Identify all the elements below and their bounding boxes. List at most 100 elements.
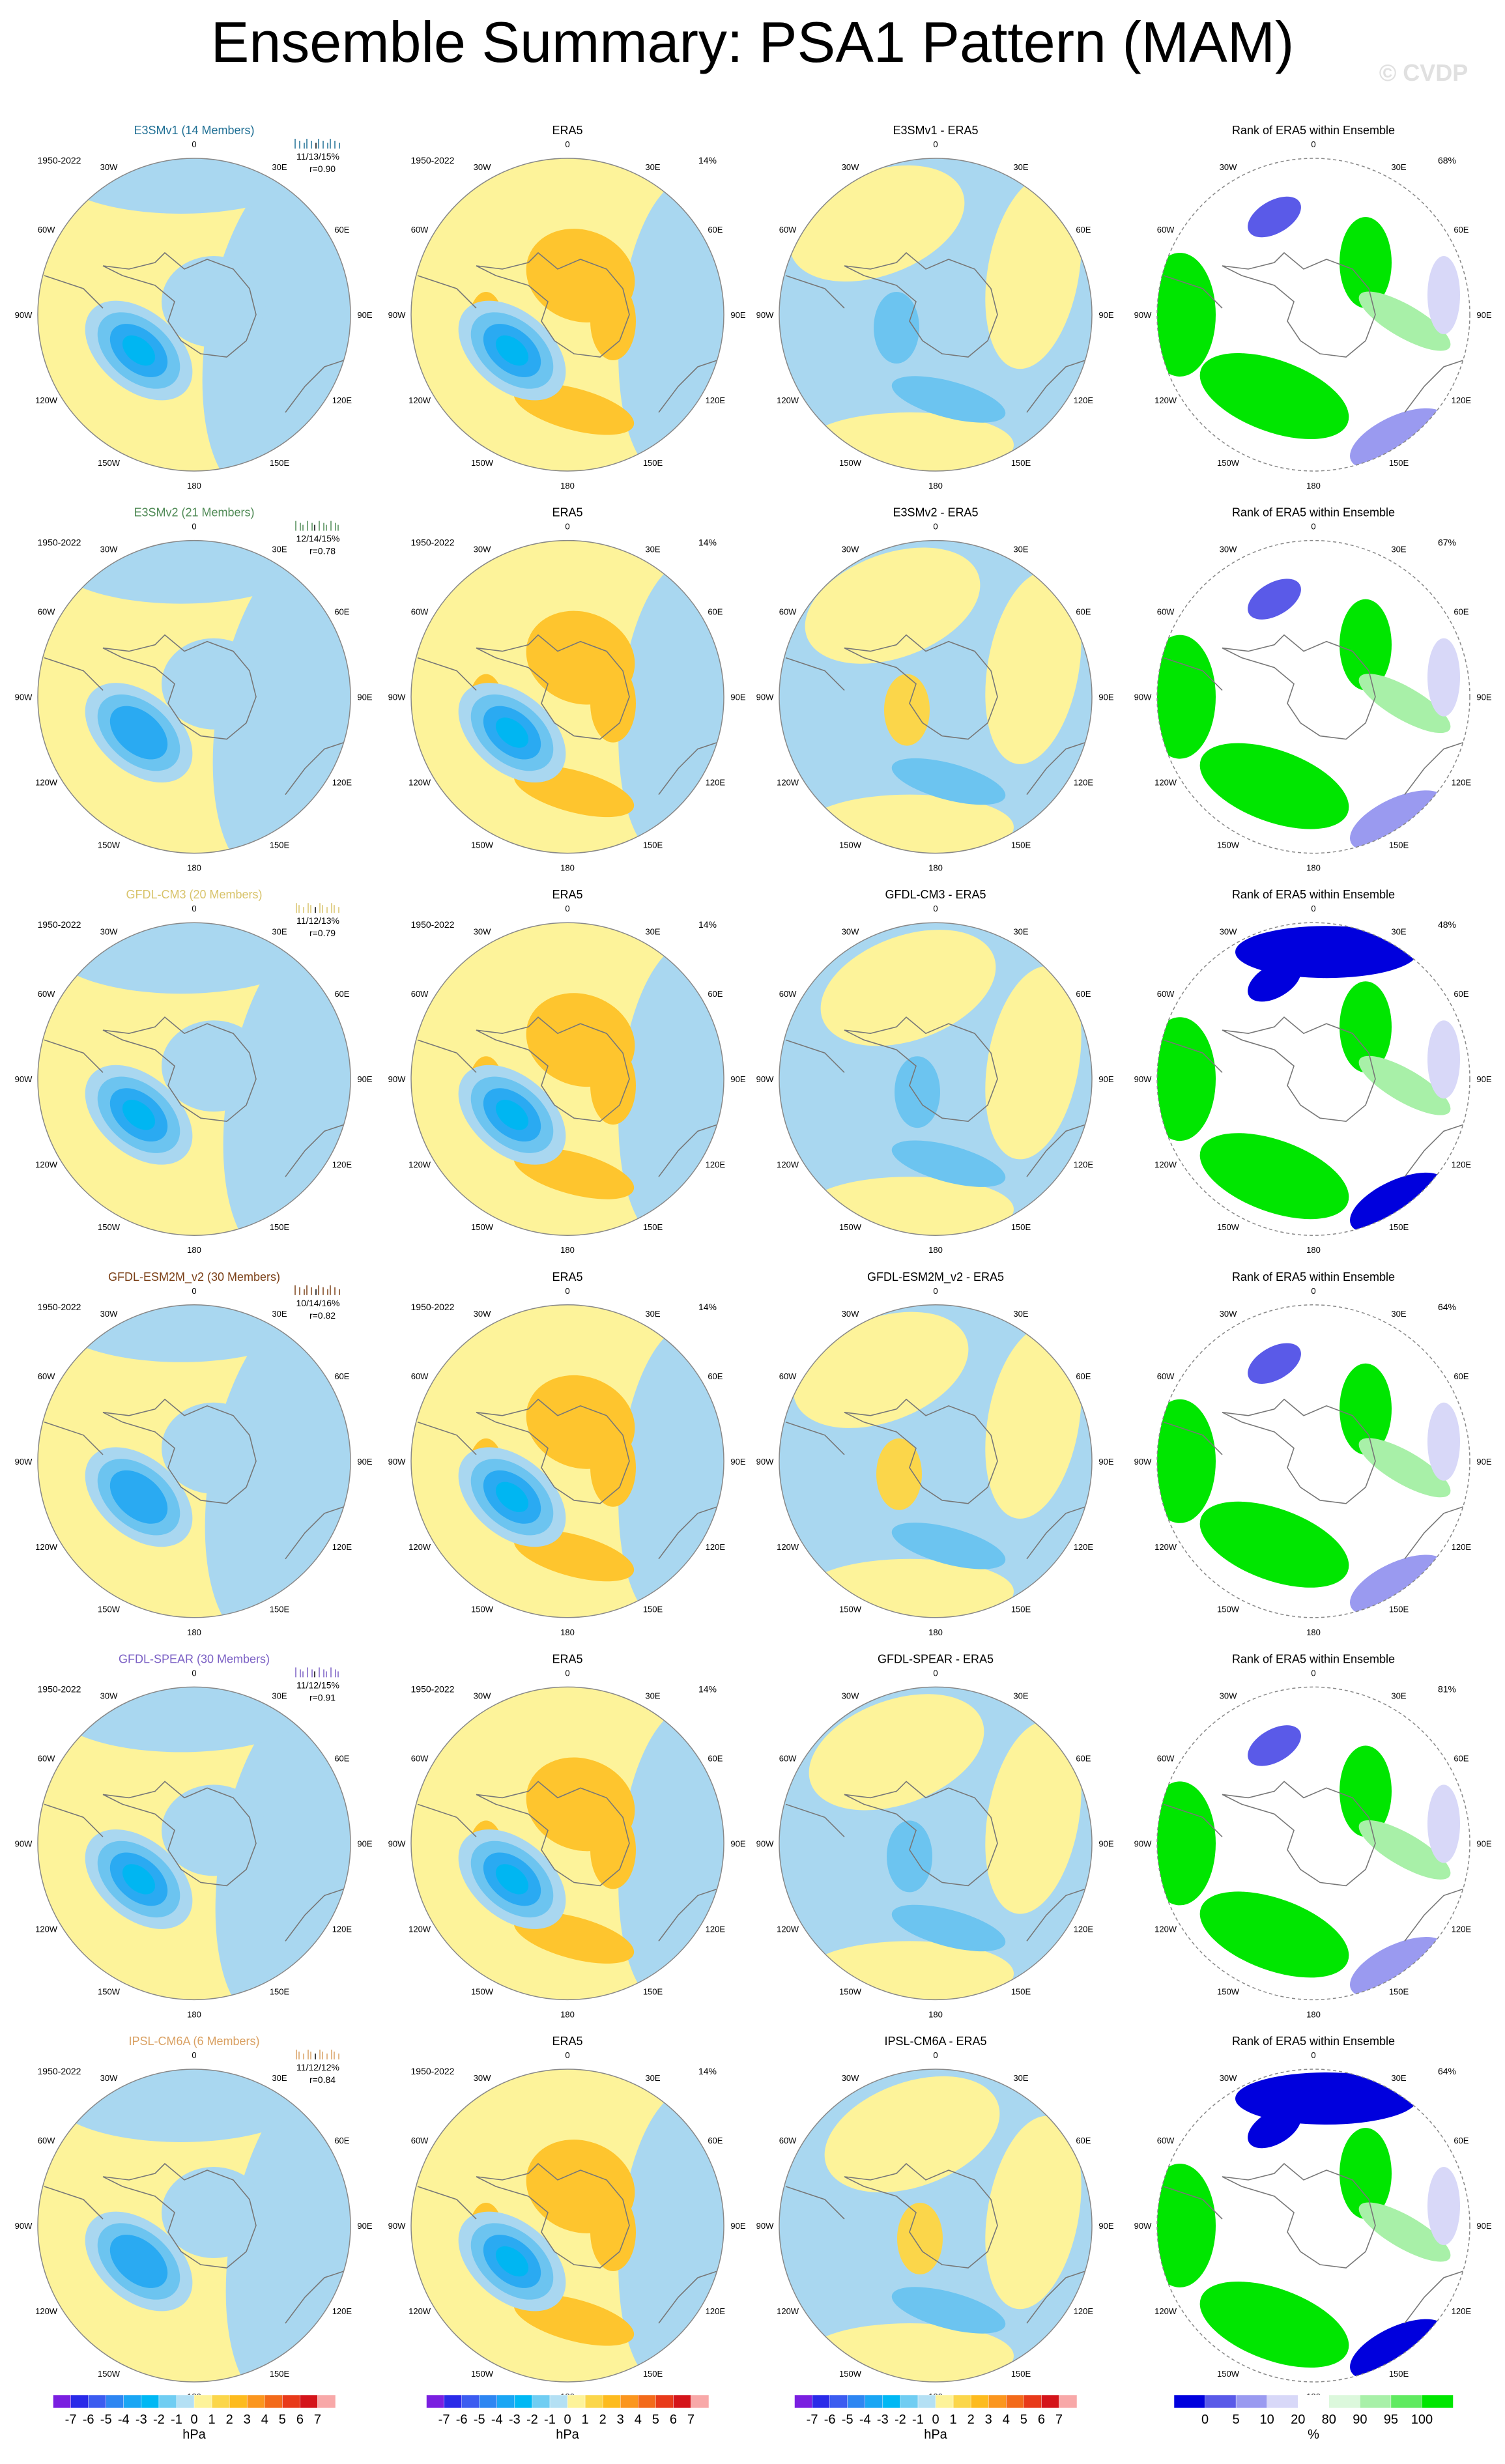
colorbar-tick-label: 4 (635, 2413, 642, 2427)
longitude-label: 180 (560, 2009, 575, 2019)
rank-pct: 48% (1438, 919, 1456, 930)
map-border (1156, 158, 1470, 472)
colorbar-swatch (549, 2394, 568, 2409)
longitude-label: 180 (1306, 481, 1321, 491)
longitude-label: 120W (1154, 1924, 1177, 1934)
map-border (410, 2069, 724, 2383)
map-region (1358, 1438, 1451, 1498)
longitude-label: 150E (1011, 458, 1031, 468)
longitude-label: 90E (357, 1074, 372, 1084)
map-region (985, 175, 1082, 369)
map-region (495, 1482, 529, 1512)
colorbar-swatch (194, 2394, 212, 2409)
colorbar-swatch (917, 2394, 936, 2409)
longitude-label: 150E (1011, 1222, 1031, 1232)
colorbar-swatch (794, 2394, 813, 2409)
longitude-label: 120W (1154, 778, 1177, 788)
colorbar-unit: hPa (924, 2428, 947, 2442)
panel-title: GFDL-SPEAR - ERA5 (878, 1652, 994, 1665)
longitude-label: 30E (645, 926, 660, 936)
colorbar-tick-label: 100 (1411, 2413, 1433, 2427)
map-region (985, 966, 1082, 1160)
longitude-label: 90W (15, 310, 33, 320)
map-border (1156, 1686, 1470, 2001)
longitude-label: 180 (187, 2009, 201, 2019)
longitude-label: 120E (706, 1924, 726, 1934)
map-panel (38, 158, 351, 471)
colorbar-tick-label: 5 (1020, 2413, 1027, 2427)
longitude-label: 90E (357, 2221, 372, 2231)
colorbar-tick-label: -2 (895, 2413, 906, 2427)
colorbar-tick-label: 6 (296, 2413, 304, 2427)
longitude-label: 180 (1306, 1245, 1321, 1255)
longitude-label: 60W (779, 1371, 797, 1381)
map-region (1235, 2072, 1418, 2125)
map-region (897, 2203, 943, 2274)
colorbar-swatch (970, 2394, 989, 2409)
coastline (1222, 634, 1376, 740)
map-region (1350, 408, 1446, 469)
longitude-label: 60W (779, 989, 797, 999)
longitude-label: 0 (565, 522, 569, 532)
longitude-label: 60W (411, 1371, 429, 1381)
colorbar-unit: hPa (556, 2428, 579, 2442)
map-border (37, 922, 351, 1236)
longitude-label: 180 (187, 863, 201, 873)
longitude-label: 150W (98, 1605, 121, 1614)
longitude-label: 60E (708, 1371, 723, 1381)
longitude-label: 150W (1217, 840, 1240, 850)
longitude-label: 90W (1134, 1457, 1152, 1467)
longitude-label: 120W (35, 1924, 58, 1934)
coastline (1163, 2186, 1464, 2324)
longitude-label: 150W (839, 840, 862, 850)
map-panel (1157, 1304, 1470, 1618)
pattern-stats: 12/14/15% (296, 534, 340, 544)
longitude-label: 60W (1157, 607, 1175, 617)
longitude-label: 60W (38, 607, 55, 617)
longitude-label: 30W (842, 2073, 859, 2083)
map-region (1157, 1399, 1216, 1523)
pattern-stats: 11/13/15% (296, 151, 339, 162)
longitude-label: 90W (756, 693, 774, 702)
map-border (779, 922, 1093, 1236)
panel-title: ERA5 (552, 124, 582, 137)
map-panel (1157, 923, 1470, 1236)
colorbar-swatch (53, 2394, 72, 2409)
coastline (44, 657, 345, 795)
longitude-label: 30E (1013, 1691, 1028, 1701)
map-region (884, 674, 930, 746)
map-region (793, 1311, 969, 1428)
longitude-label: 60W (411, 989, 429, 999)
longitude-label: 0 (933, 1668, 938, 1678)
longitude-label: 30W (1220, 545, 1237, 554)
longitude-label: 30W (1220, 1691, 1237, 1701)
colorbar-tick-label: 0 (190, 2413, 197, 2427)
colorbar-tick-label: -7 (65, 2413, 77, 2427)
longitude-label: 150W (471, 1605, 494, 1614)
longitude-label: 120E (1074, 395, 1094, 405)
coastline (476, 1398, 630, 1504)
coastline (417, 1039, 718, 1177)
colorbar-tick-label: -3 (877, 2413, 889, 2427)
map-region (820, 930, 996, 1046)
panel-title: Rank of ERA5 within Ensemble (1232, 506, 1395, 519)
longitude-label: 30W (100, 926, 118, 936)
longitude-label: 150E (1011, 1986, 1031, 1996)
map-region (122, 1100, 156, 1130)
map-region (1427, 1020, 1460, 1099)
map-panel (1157, 1687, 1470, 2000)
colorbar-swatch (691, 2394, 710, 2409)
longitude-label: 0 (565, 904, 569, 913)
longitude-label: 90E (1098, 1839, 1113, 1848)
longitude-label: 0 (565, 139, 569, 149)
map-region (985, 1721, 1082, 1914)
longitude-label: 90E (730, 693, 745, 702)
coastline (844, 1016, 998, 1123)
map-panel (411, 2069, 724, 2382)
colorbar-swatch (123, 2394, 142, 2409)
period-label: 1950-2022 (38, 2066, 81, 2076)
colorbar-tick-label: 6 (670, 2413, 677, 2427)
map-border (37, 1304, 351, 1618)
longitude-label: 120W (408, 778, 431, 788)
longitude-label: 150E (270, 1222, 290, 1232)
